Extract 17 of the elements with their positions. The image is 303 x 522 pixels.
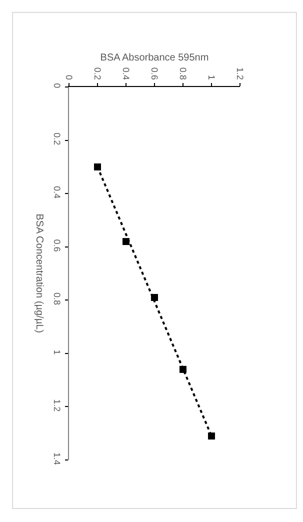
x-tick-label: 1.2 [235,67,246,80]
x-tick-label: 0.4 [121,67,132,80]
y-tick-label: 0.6 [52,239,62,252]
x-tick-label: 0.6 [150,67,160,80]
y-tick-label: 1.2 [52,399,62,412]
y-axis-title: BSA Concentration (µg/µL) [33,214,44,333]
y-tick-label: 0.8 [52,292,62,306]
y-tick-label: 1 [52,350,62,355]
x-tick-label: 0 [64,74,74,80]
y-tick-label: 0 [52,83,62,88]
x-tick-label: 1 [206,74,217,80]
x-tick-label: 0.8 [178,67,188,80]
y-tick-label: 1.4 [52,452,62,465]
y-tick-label: 0.4 [52,186,62,198]
y-tick-label: 0.2 [52,132,62,146]
x-tick-label: 0.2 [92,67,103,80]
x-axis-title: BSA Absorbance 595nm [100,52,209,64]
